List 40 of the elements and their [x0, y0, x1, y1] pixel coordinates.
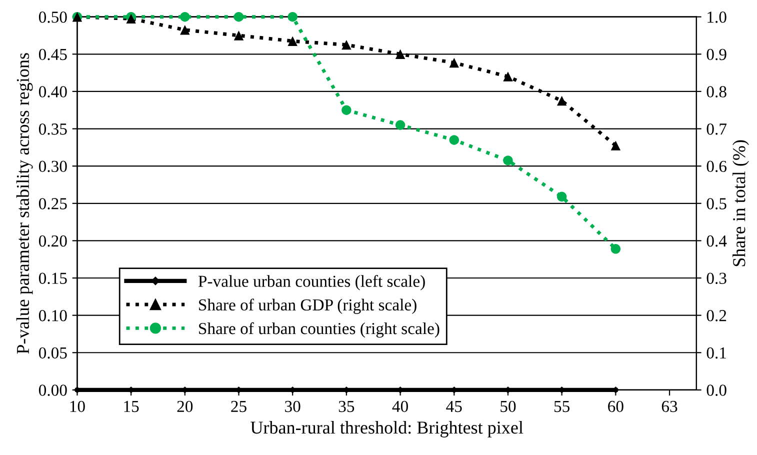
y2-tick-label: 0.8 — [706, 86, 726, 98]
y-tick-label: 0.05 — [38, 347, 67, 359]
y2-tick-label: 0.0 — [706, 384, 726, 396]
y-axis-title: P-value parameter stability across regions — [16, 53, 33, 354]
x-tick-label: 50 — [500, 400, 516, 412]
y-tick-label: 0.20 — [38, 235, 67, 247]
y-tick-label: 0.45 — [38, 48, 67, 60]
y2-tick-label: 0.1 — [706, 347, 726, 359]
y-tick-label: 0.10 — [38, 310, 67, 322]
x-tick-label: 45 — [446, 400, 462, 412]
x-tick-label: 63 — [662, 400, 678, 412]
legend-label: P-value urban counties (left scale) — [198, 275, 425, 290]
y2-tick-label: 0.3 — [706, 272, 726, 284]
y-tick-label: 0.25 — [38, 198, 67, 210]
y2-tick-label: 0.7 — [706, 123, 727, 135]
x-tick-label: 25 — [231, 400, 246, 412]
x-tick-label: 10 — [70, 400, 85, 412]
y-tick-label: 0.40 — [38, 86, 67, 98]
legend-label: Share of urban counties (right scale) — [199, 322, 440, 338]
y2-axis-title: Share in total (%) — [732, 140, 749, 266]
x-axis-title: Urban-rural threshold: Brightest pixel — [250, 421, 524, 438]
y-tick-label: 0.50 — [38, 12, 67, 23]
y2-tick-label: 0.6 — [706, 160, 726, 172]
x-tick-label: 40 — [392, 400, 408, 412]
y2-tick-label: 0.2 — [706, 310, 726, 322]
x-tick-label: 35 — [338, 400, 354, 412]
y-tick-label: 0.35 — [38, 123, 67, 135]
y-tick-label: 0.00 — [38, 384, 67, 396]
y2-tick-label: 1.0 — [708, 12, 726, 23]
y-tick-label: 0.30 — [38, 160, 67, 172]
x-tick-label: 20 — [177, 400, 193, 412]
legend-label: Share of urban GDP (right scale) — [199, 298, 416, 314]
x-tick-label: 15 — [124, 400, 139, 412]
y-tick-label: 0.15 — [38, 272, 67, 284]
x-tick-label: 60 — [608, 400, 624, 412]
x-tick-label: 55 — [554, 401, 570, 412]
x-tick-label: 30 — [285, 400, 300, 412]
y2-tick-label: 0.4 — [706, 235, 727, 247]
y2-tick-label: 0.9 — [706, 48, 726, 60]
y2-tick-label: 0.5 — [706, 198, 726, 210]
